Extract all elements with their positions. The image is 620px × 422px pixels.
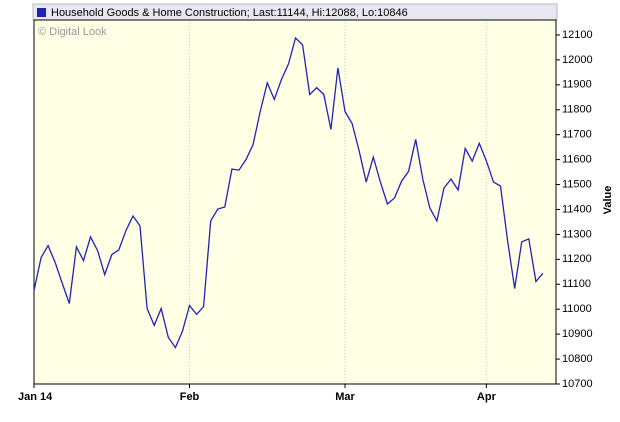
y-tick-label: 11700 [562,129,592,141]
y-tick-label: 11300 [562,228,592,240]
y-tick-label: 10900 [562,328,593,340]
y-tick-label: 10700 [562,378,593,390]
line-series [33,36,544,349]
chart-title: Household Goods & Home Construction; Las… [51,7,408,19]
y-tick-label: 11800 [562,104,592,116]
x-tick-label: Jan 14 [18,391,53,403]
y-tick-label: 11000 [562,303,592,315]
y-axis-label: Value [602,186,614,215]
y-tick-label: 11200 [562,253,592,265]
plot-frame [33,19,557,385]
x-tick-label: Mar [335,391,355,403]
x-tick-label: Apr [477,391,497,403]
watermark: © Digital Look [38,26,107,38]
y-tick-label: 11100 [562,278,591,290]
y-tick-label: 10800 [562,353,593,365]
y-tick-label: 11500 [562,178,592,190]
y-tick-label: 12100 [562,29,593,41]
legend-swatch [37,8,46,17]
y-tick-label: 11900 [562,79,592,91]
y-tick-label: 12000 [562,54,593,66]
y-tick-label: 11400 [562,203,592,215]
y-tick-label: 11600 [562,154,592,166]
plot-area [34,20,556,384]
x-tick-label: Feb [180,391,200,403]
